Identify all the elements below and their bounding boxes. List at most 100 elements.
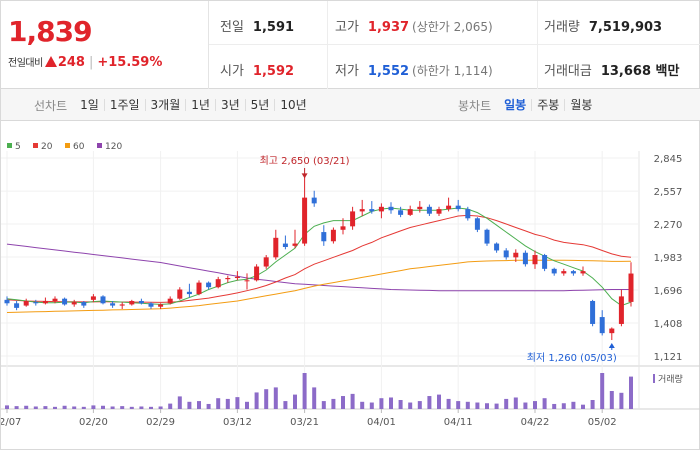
candle-body-31 xyxy=(302,197,308,244)
volume-bar-41 xyxy=(398,400,403,409)
candle-body-41 xyxy=(398,210,404,215)
volume-bar-9 xyxy=(91,405,96,409)
candle-body-36 xyxy=(350,211,356,227)
volume-bar-33 xyxy=(321,401,326,409)
candle-61 xyxy=(590,299,596,327)
candle-44 xyxy=(426,204,432,216)
line-period-1[interactable]: 1주일 xyxy=(105,99,146,111)
candle-body-25 xyxy=(244,280,250,282)
line-period-5[interactable]: 5년 xyxy=(246,99,276,111)
y-tick-label-1: 2,557 xyxy=(654,187,683,198)
candle-body-52 xyxy=(503,250,509,258)
candle-body-55 xyxy=(532,255,538,265)
candle-body-12 xyxy=(119,304,125,306)
stat-limit: (상한가 2,065) xyxy=(412,20,493,34)
volume-bar-64 xyxy=(619,392,624,409)
volume-bar-26 xyxy=(254,392,259,409)
stat-limit: (하한가 1,114) xyxy=(412,64,493,78)
candle-body-15 xyxy=(148,303,154,307)
volume-label: 거래량 xyxy=(658,373,683,385)
candle-body-14 xyxy=(138,300,144,304)
candle-body-29 xyxy=(282,243,288,248)
volume-bar-11 xyxy=(110,406,115,409)
change-amount: 248 xyxy=(57,55,85,70)
candle-body-0 xyxy=(4,299,10,304)
volume-bar-6 xyxy=(62,405,67,409)
ma5-line xyxy=(6,207,632,307)
legend-swatch-5 xyxy=(7,143,12,148)
stat-value: 1,592 xyxy=(252,64,295,79)
candle-body-63 xyxy=(609,328,615,334)
ma60-line xyxy=(6,259,632,313)
volume-bar-10 xyxy=(101,405,105,409)
volume-bar-5 xyxy=(53,406,57,409)
candle-54 xyxy=(522,250,528,267)
candle-body-1 xyxy=(14,303,20,308)
volume-bar-3 xyxy=(33,406,38,409)
candle-15 xyxy=(148,302,154,310)
candle-body-22 xyxy=(215,279,221,288)
candle-period-0[interactable]: 일봉 xyxy=(499,99,533,111)
stat-1: 고가 1,937 (상한가 2,065) xyxy=(335,16,493,35)
candle-body-34 xyxy=(330,229,336,242)
volume-bar-28 xyxy=(273,387,278,409)
volume-bar-8 xyxy=(81,406,86,409)
line-period-3[interactable]: 1년 xyxy=(186,99,216,111)
candle-body-54 xyxy=(522,252,528,265)
y-tick-label-2: 2,270 xyxy=(654,220,683,231)
candle-period-2[interactable]: 월봉 xyxy=(570,98,593,112)
candle-body-13 xyxy=(129,300,135,305)
volume-bar-19 xyxy=(187,401,192,409)
stat-value: 1,937 xyxy=(367,20,410,35)
candle-64 xyxy=(618,289,624,327)
candle-47 xyxy=(455,199,461,212)
candle-48 xyxy=(465,206,471,221)
candle-11 xyxy=(110,300,116,308)
x-tick-label-3: 03/12 xyxy=(223,417,252,428)
stat-5: 거래대금 13,668 백만 xyxy=(544,60,679,79)
line-period-4[interactable]: 3년 xyxy=(216,99,246,111)
candle-body-19 xyxy=(186,291,192,295)
candle-body-2 xyxy=(23,300,29,306)
candle-18 xyxy=(177,287,183,300)
candle-body-7 xyxy=(71,302,77,305)
line-period-0[interactable]: 1일 xyxy=(75,99,105,111)
candle-43 xyxy=(417,201,423,213)
candle-period-1[interactable]: 주봉 xyxy=(532,99,566,111)
x-tick-label-0: 02/07 xyxy=(1,417,21,428)
candle-body-51 xyxy=(494,243,500,251)
volume-bar-32 xyxy=(312,387,317,409)
change-row: 전일대비 248 | +15.59% xyxy=(8,55,163,70)
volume-bar-63 xyxy=(609,391,614,409)
line-period-2[interactable]: 3개월 xyxy=(146,99,187,111)
candle-body-44 xyxy=(426,206,432,214)
candle-body-8 xyxy=(81,302,87,306)
candle-body-45 xyxy=(436,209,442,214)
candle-9 xyxy=(90,294,96,303)
candle-42 xyxy=(407,205,413,216)
volume-legend-swatch xyxy=(653,374,655,383)
y-tick-label-0: 2,845 xyxy=(654,154,683,165)
volume-bar-21 xyxy=(206,403,211,409)
candle-53 xyxy=(513,249,519,262)
candle-33 xyxy=(321,225,327,246)
volume-bar-37 xyxy=(360,401,365,409)
volume-bar-46 xyxy=(446,398,451,409)
candle-body-24 xyxy=(234,276,240,279)
candle-7 xyxy=(71,299,77,307)
x-tick-label-8: 05/02 xyxy=(588,417,617,428)
candle-40 xyxy=(388,202,394,214)
candle-body-26 xyxy=(254,266,260,281)
line-period-6[interactable]: 10년 xyxy=(280,98,307,112)
stat-label: 저가 xyxy=(335,64,359,79)
volume-bar-24 xyxy=(235,397,240,409)
max-annotation-label: 최고 2,650 (03/21) xyxy=(260,155,350,167)
candle-body-39 xyxy=(378,206,384,212)
candle-46 xyxy=(446,197,452,212)
candle-body-27 xyxy=(263,257,269,267)
volume-bar-35 xyxy=(341,396,345,409)
candle-12 xyxy=(119,302,125,310)
candle-19 xyxy=(186,283,192,298)
volume-bar-18 xyxy=(177,396,182,409)
